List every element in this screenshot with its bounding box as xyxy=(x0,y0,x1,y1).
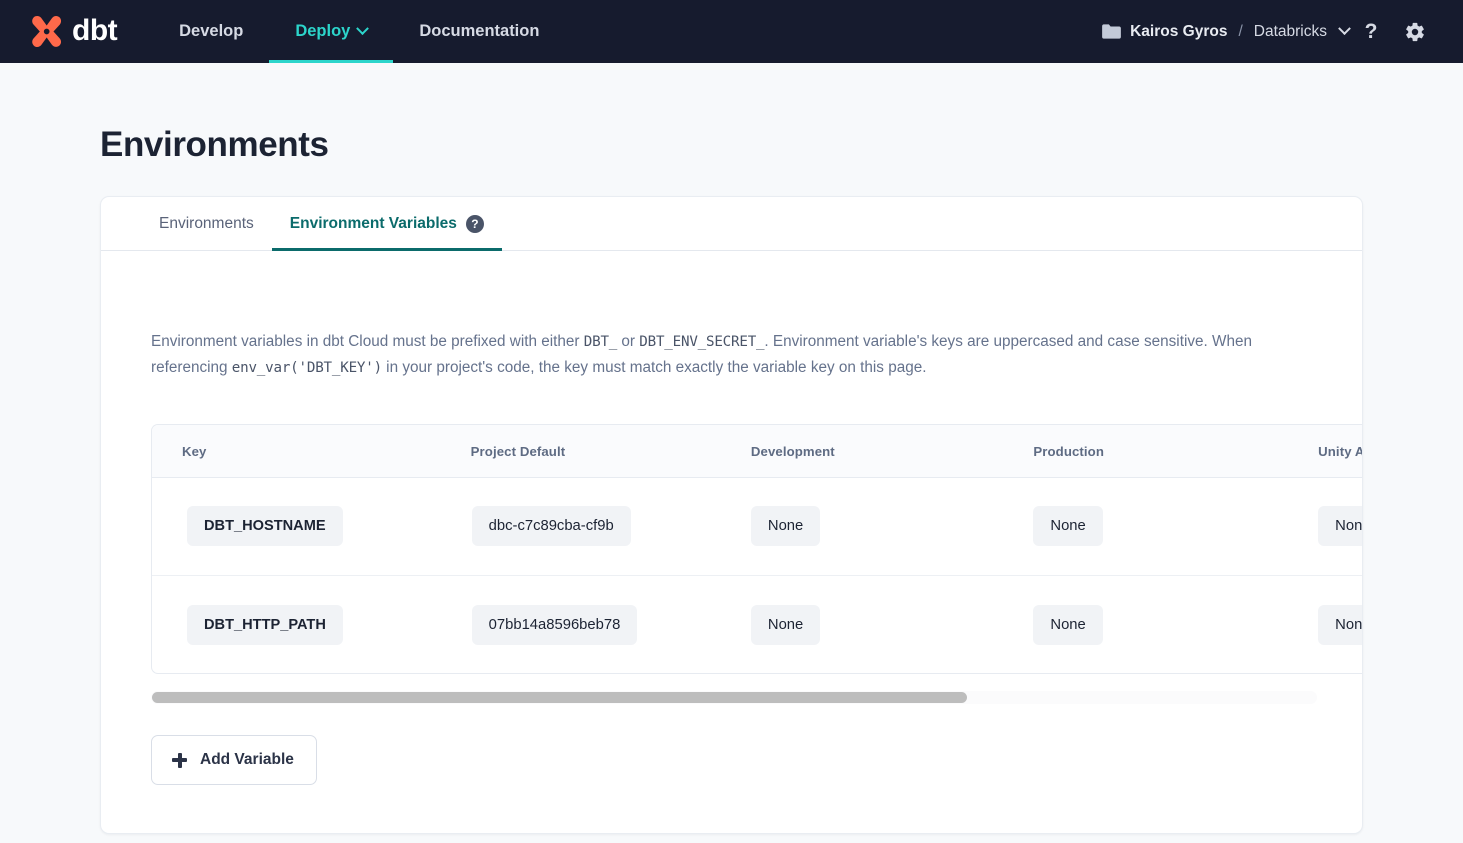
environments-card: Environments Environment Variables ? Env… xyxy=(100,196,1363,835)
table-row: DBT_HOSTNAME dbc-c7c89cba-cf9b None None xyxy=(152,477,1362,576)
env-var-value-pill[interactable]: None xyxy=(1318,604,1362,645)
card-tabs: Environments Environment Variables ? xyxy=(101,197,1362,251)
tab-environment-variables[interactable]: Environment Variables ? xyxy=(271,197,503,251)
env-vars-table-container: Key Project Default Development Producti… xyxy=(151,424,1362,675)
tab-environment-variables-label: Environment Variables xyxy=(289,214,457,232)
env-var-value-pill[interactable]: None xyxy=(1033,604,1103,645)
table-body: DBT_HOSTNAME dbc-c7c89cba-cf9b None None xyxy=(152,477,1362,673)
env-var-value-pill[interactable]: None xyxy=(1318,506,1362,547)
description-line1-part-a: Environment variables in dbt Cloud must … xyxy=(151,333,584,350)
description-line2-part-b: in your project's code, the key must mat… xyxy=(381,358,927,376)
table-head: Key Project Default Development Producti… xyxy=(152,425,1362,478)
description-line1-part-c: . Environment variable's keys are upperc… xyxy=(764,333,1208,350)
table-horizontal-scrollbar[interactable] xyxy=(151,691,1317,705)
svg-text:?: ? xyxy=(1365,21,1378,43)
cell-key: DBT_HTTP_PATH xyxy=(152,575,471,673)
column-header-unity-acc: Unity ACC xyxy=(1318,425,1362,478)
tab-environments[interactable]: Environments xyxy=(141,197,272,250)
column-header-development: Development xyxy=(750,425,1034,478)
cell-project-default: dbc-c7c89cba-cf9b xyxy=(470,477,751,576)
nav-right-cluster: Kairos Gyros / Databricks ? xyxy=(1102,0,1463,63)
dbt-x-logo-icon xyxy=(32,15,62,47)
env-var-value-pill[interactable]: None xyxy=(750,604,821,645)
top-navigation-bar: dbt Develop Deploy Documentation Kairos … xyxy=(0,0,1463,63)
cell-unity-acc: None xyxy=(1318,477,1362,576)
table-row: DBT_HTTP_PATH 07bb14a8596beb78 None None xyxy=(152,575,1362,673)
dbt-logo-text: dbt xyxy=(72,13,118,47)
chevron-down-icon xyxy=(356,22,370,36)
help-circle-icon[interactable]: ? xyxy=(465,214,484,233)
account-separator: / xyxy=(1238,22,1243,40)
project-name: Databricks xyxy=(1253,22,1327,40)
cell-production: None xyxy=(1033,575,1318,673)
env-var-value-pill[interactable]: None xyxy=(1033,506,1103,547)
cell-unity-acc: None xyxy=(1318,575,1362,673)
help-button[interactable]: ? xyxy=(1349,10,1393,54)
dbt-logo[interactable]: dbt xyxy=(0,0,118,63)
page-title: Environments xyxy=(100,125,329,164)
env-var-key-pill[interactable]: DBT_HOSTNAME xyxy=(187,506,343,547)
description-line2-part-a: When referencing xyxy=(151,333,1252,376)
cell-development: None xyxy=(750,575,1034,673)
nav-item-deploy[interactable]: Deploy xyxy=(269,0,394,63)
column-header-project-default: Project Default xyxy=(470,425,751,478)
description-text: Environment variables in dbt Cloud must … xyxy=(101,251,1316,380)
add-variable-button[interactable]: Add Variable xyxy=(151,735,317,786)
nav-item-documentation-label: Documentation xyxy=(419,22,540,40)
code-prefix-dbt: DBT_ xyxy=(583,334,618,350)
env-var-key-pill[interactable]: DBT_HTTP_PATH xyxy=(187,604,343,645)
account-name: Kairos Gyros xyxy=(1130,22,1228,40)
primary-nav-items: Develop Deploy Documentation xyxy=(153,0,565,63)
account-project-switcher[interactable]: Kairos Gyros / Databricks xyxy=(1102,22,1351,41)
plus-icon xyxy=(172,752,187,768)
add-variable-label: Add Variable xyxy=(200,751,294,769)
nav-item-documentation[interactable]: Documentation xyxy=(393,0,565,63)
scrollbar-thumb[interactable] xyxy=(152,692,967,704)
table-header-row: Key Project Default Development Producti… xyxy=(152,425,1362,478)
code-prefix-dbt-env-secret: DBT_ENV_SECRET_ xyxy=(639,334,765,350)
env-var-value-pill[interactable]: None xyxy=(750,506,821,547)
folder-icon xyxy=(1102,24,1121,39)
page-container: Environments Environments Environment Va… xyxy=(0,63,1463,835)
env-var-value-pill[interactable]: dbc-c7c89cba-cf9b xyxy=(471,506,631,547)
nav-item-develop-label: Develop xyxy=(179,22,244,40)
tab-environments-label: Environments xyxy=(159,214,254,232)
card-bottom-spacer xyxy=(101,785,1362,833)
gear-icon xyxy=(1406,22,1424,41)
question-mark-icon: ? xyxy=(1365,21,1378,43)
description-line1-part-b: or xyxy=(617,333,640,350)
code-env-var-call: env_var('DBT_KEY') xyxy=(231,359,382,376)
cell-project-default: 07bb14a8596beb78 xyxy=(471,575,751,673)
nav-item-develop[interactable]: Develop xyxy=(153,0,269,63)
cell-development: None xyxy=(750,477,1034,576)
column-header-production: Production xyxy=(1033,425,1319,478)
nav-item-deploy-label: Deploy xyxy=(295,22,351,40)
cell-production: None xyxy=(1033,477,1319,576)
settings-button[interactable] xyxy=(1393,10,1437,54)
env-vars-table: Key Project Default Development Producti… xyxy=(152,425,1362,673)
column-header-key: Key xyxy=(152,425,471,478)
env-var-value-pill[interactable]: 07bb14a8596beb78 xyxy=(471,604,638,645)
cell-key: DBT_HOSTNAME xyxy=(152,477,471,576)
